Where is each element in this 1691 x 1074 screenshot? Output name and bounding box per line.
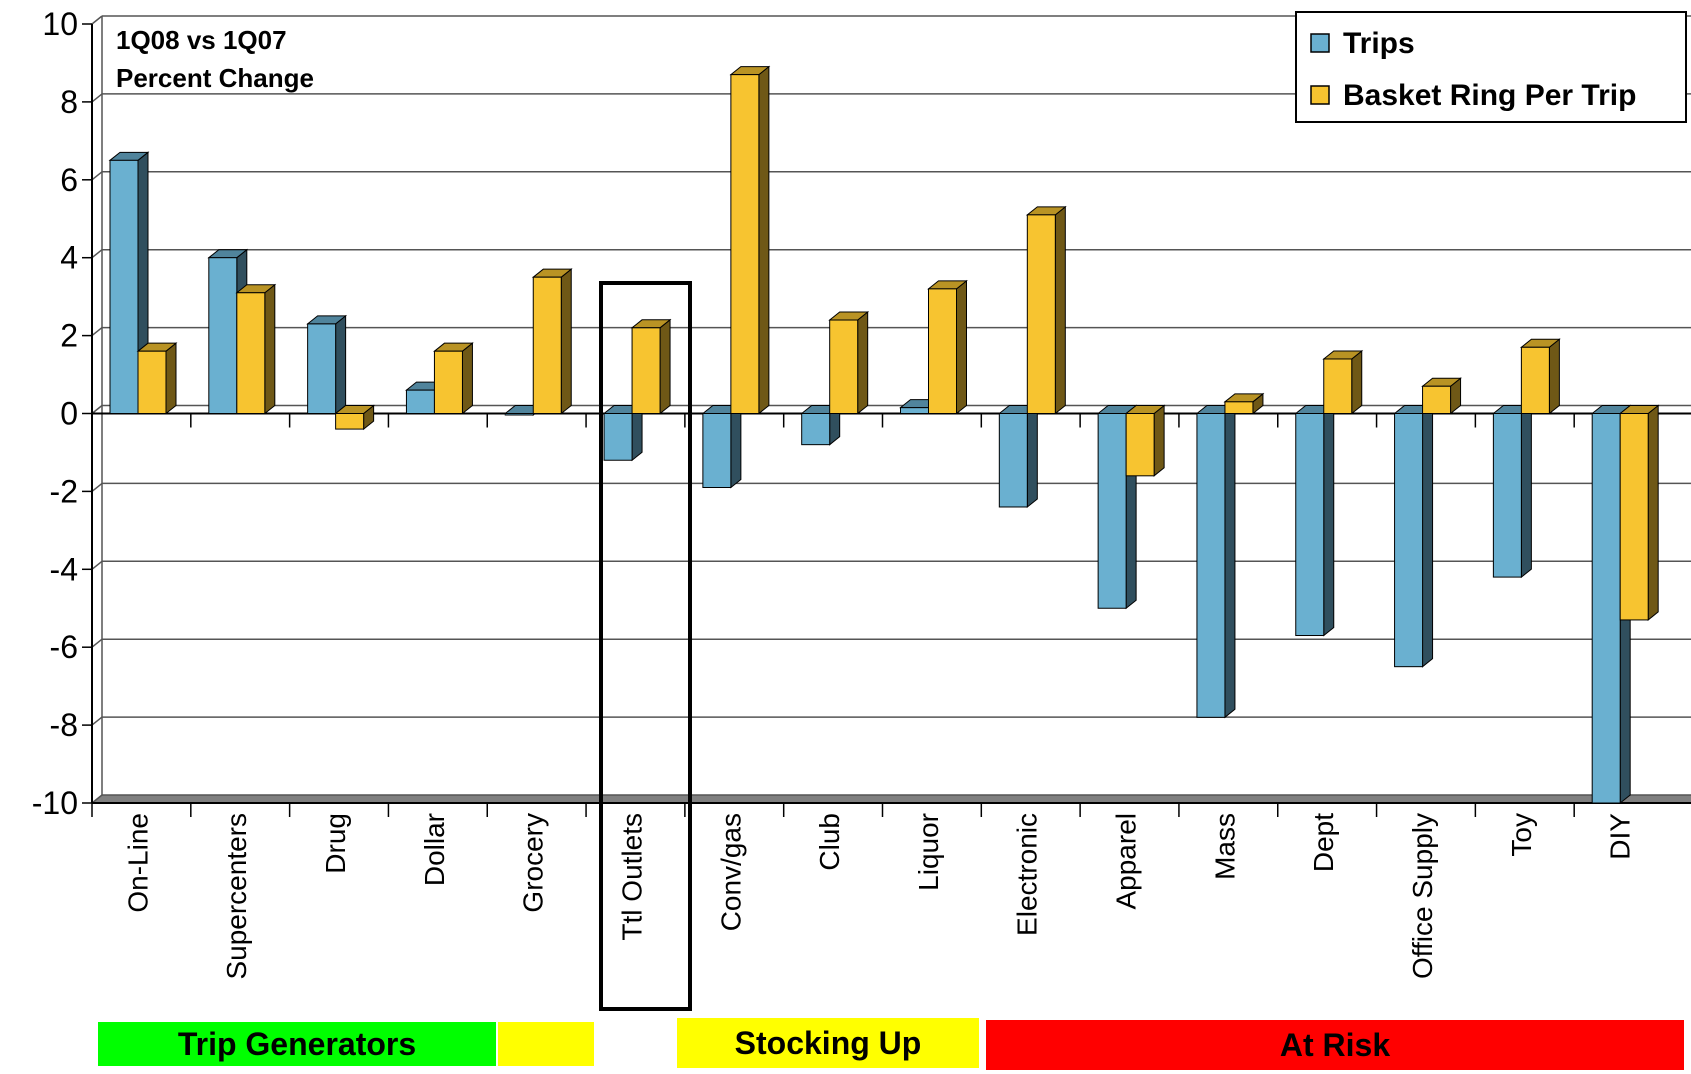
x-tick-label: Liquor	[913, 813, 944, 891]
gridline-depth	[91, 249, 103, 259]
bar-basket-2	[334, 404, 376, 431]
gridline-depth	[91, 327, 103, 337]
legend-swatch-basket	[1310, 85, 1330, 105]
gridline-depth	[91, 15, 103, 25]
x-tick-label: Grocery	[518, 813, 549, 913]
bar-trips-14	[1491, 404, 1533, 579]
bar-basket-6	[729, 65, 771, 415]
gridline-depth	[91, 794, 103, 804]
x-tick-label: Dept	[1308, 813, 1339, 872]
y-tick-label: -10	[32, 785, 78, 821]
y-tick-label: -2	[50, 473, 78, 509]
x-tick-label: Supercenters	[221, 813, 252, 980]
x-tick-label: Electronic	[1012, 813, 1043, 936]
chart-subtitle: Percent Change	[116, 63, 314, 93]
gridline-depth	[91, 404, 103, 415]
y-tick-label: 2	[60, 318, 78, 354]
gridline-depth	[91, 482, 103, 492]
y-tick-label: 6	[60, 162, 78, 198]
x-tick-label: Ttl Outlets	[616, 813, 647, 941]
x-tick-label: Office Supply	[1407, 813, 1438, 979]
y-tick-label: 4	[60, 240, 78, 276]
legend-swatch-trips	[1310, 33, 1330, 53]
x-tick-label: Dollar	[419, 813, 450, 886]
y-axis-ticks: 10 8 6 4 2 0 -2 -4 -6 -8 -10	[32, 6, 92, 821]
bar-basket-0	[136, 342, 178, 415]
bar-basket-8	[927, 279, 968, 415]
x-tick-label: Drug	[320, 813, 351, 874]
bar-basket-10	[1124, 404, 1166, 477]
bar-basket-12	[1322, 349, 1364, 415]
x-tick-label: Conv/gas	[715, 813, 746, 931]
bar-trips-6	[701, 404, 743, 489]
axes	[91, 16, 1691, 817]
x-axis-labels: On-Line Supercenters Drug Dollar Grocery Ttl …	[122, 813, 1635, 980]
bar-basket-14	[1519, 338, 1561, 415]
group-band-trip-generators: Trip Generators	[98, 1022, 496, 1066]
highlight-box	[599, 281, 692, 1011]
bar-trips-13	[1393, 404, 1434, 668]
x-tick-label: On-Line	[122, 813, 153, 913]
gridline-depth	[91, 560, 103, 570]
bar-basket-4	[531, 268, 573, 415]
bar-basket-1	[235, 283, 277, 415]
y-tick-label: 0	[60, 396, 78, 432]
legend-label-basket: Basket Ring Per Trip	[1343, 79, 1636, 112]
legend-label-trips: Trips	[1343, 27, 1415, 60]
chart-title: 1Q08 vs 1Q07	[116, 25, 287, 55]
group-band-yellow	[498, 1022, 594, 1066]
gridline-depth	[91, 638, 103, 648]
gridline-depth	[91, 171, 103, 181]
y-tick-label: -4	[50, 551, 78, 587]
bar-basket-9	[1025, 205, 1067, 415]
bar-basket-5	[630, 318, 672, 415]
y-tick-label: 10	[42, 6, 78, 42]
bar-basket-3	[433, 342, 474, 415]
x-tick-label: Toy	[1506, 813, 1537, 857]
x-tick-label: Apparel	[1111, 813, 1142, 910]
bar-trips-2	[306, 314, 348, 415]
bar-trips-10	[1096, 404, 1138, 610]
bar-basket-15	[1618, 404, 1660, 621]
bar-trips-9	[997, 404, 1039, 509]
y-tick-label: -6	[50, 629, 78, 665]
gridline-depth	[91, 93, 103, 103]
legend: Trips Basket Ring Per Trip	[1295, 11, 1687, 123]
x-tick-label: Club	[814, 813, 845, 871]
chart-floor	[92, 795, 1691, 803]
x-tick-label: Mass	[1209, 813, 1240, 880]
bar-basket-11	[1223, 392, 1265, 415]
group-band-at-risk: At Risk	[986, 1020, 1684, 1070]
bars	[108, 65, 1660, 805]
bar-trips-12	[1294, 404, 1336, 637]
bar-basket-7	[828, 310, 870, 415]
bar-trips-11	[1195, 404, 1237, 719]
x-tick-label: DIY	[1605, 813, 1636, 860]
y-tick-label: -8	[50, 707, 78, 743]
group-band-stocking-up: Stocking Up	[677, 1018, 979, 1068]
gridline-depth	[91, 716, 103, 726]
y-tick-label: 8	[60, 84, 78, 120]
bar-basket-13	[1421, 377, 1462, 415]
